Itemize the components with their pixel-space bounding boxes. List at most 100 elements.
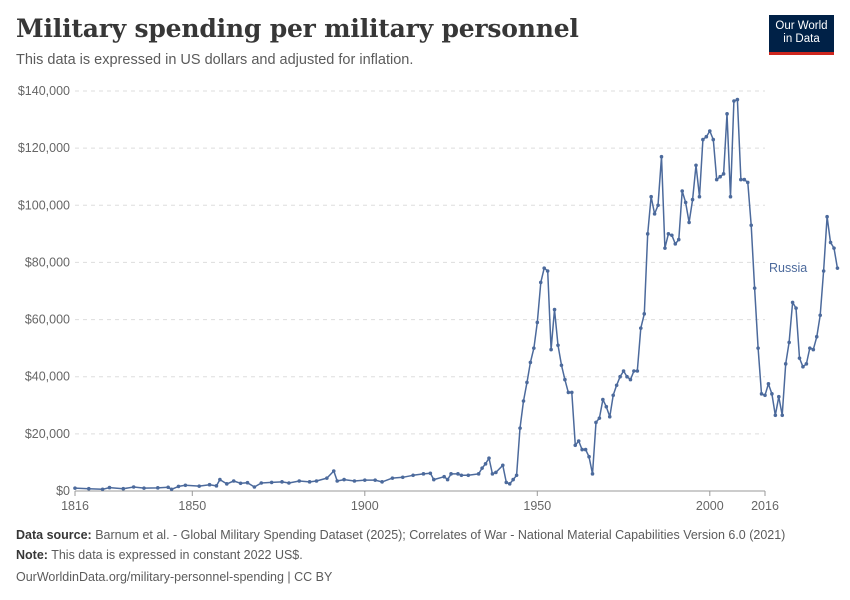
data-point (514, 473, 519, 478)
note-label: Note: (16, 548, 48, 562)
y-tick-label: $100,000 (18, 198, 70, 212)
data-point (773, 413, 778, 418)
data-point (597, 416, 602, 420)
data-point (763, 393, 767, 398)
data-point (728, 194, 733, 199)
data-point (218, 477, 222, 482)
data-point (663, 246, 667, 250)
data-point (390, 476, 395, 480)
y-tick-label: $120,000 (18, 141, 70, 155)
data-point (821, 269, 826, 273)
data-point (580, 447, 584, 452)
data-point (649, 194, 653, 199)
data-point (766, 382, 771, 386)
data-point (628, 377, 633, 382)
data-point (459, 473, 464, 478)
data-point (587, 454, 591, 459)
series-line-russia (74, 98, 839, 491)
data-point (466, 473, 471, 478)
data-point (121, 486, 126, 491)
data-point (183, 483, 188, 488)
series-group (74, 98, 839, 491)
y-tick-label: $80,000 (25, 255, 70, 269)
data-point (739, 177, 743, 182)
data-point (656, 203, 660, 208)
data-point (614, 383, 619, 388)
series-labels: Russia (769, 261, 807, 275)
data-point (687, 220, 691, 225)
data-point (828, 240, 833, 245)
data-point (532, 346, 536, 350)
data-point (559, 363, 564, 368)
data-point (314, 479, 319, 483)
data-point (735, 97, 740, 102)
data-point (131, 485, 136, 489)
data-point (725, 112, 729, 116)
data-point (711, 137, 716, 142)
data-point (780, 413, 785, 418)
data-point (635, 369, 640, 373)
chart-title: Military spending per military personnel (16, 14, 579, 43)
logo-line-1: Our World (775, 20, 828, 32)
data-point (214, 484, 219, 488)
y-tick-label: $40,000 (25, 370, 70, 384)
data-point (511, 477, 515, 482)
data-point (721, 172, 726, 176)
data-point (525, 380, 529, 385)
data-point (342, 477, 346, 482)
data-point (697, 194, 702, 199)
data-point (432, 477, 436, 482)
data-point (708, 129, 712, 133)
data-point (563, 377, 567, 382)
data-point (528, 360, 533, 365)
data-point (166, 485, 170, 490)
data-point (680, 189, 684, 193)
data-point (825, 214, 829, 219)
data-point (797, 356, 802, 360)
data-point (352, 479, 357, 483)
data-point (694, 163, 698, 168)
x-tick-label: 1950 (523, 499, 551, 513)
data-point (732, 99, 736, 103)
data-point (280, 480, 284, 484)
data-point (683, 200, 688, 205)
data-point (501, 463, 505, 468)
data-point (449, 472, 453, 476)
data-point (583, 447, 588, 452)
data-point (245, 480, 250, 485)
data-point (331, 469, 336, 473)
owid-logo[interactable]: Our World in Data (769, 15, 834, 55)
data-point (428, 471, 433, 476)
y-axis-labels: $0 $20,000 $40,000 $60,000 $80,000 $100,000 $1… (18, 84, 70, 498)
data-point (197, 484, 201, 488)
line-chart: $0 $20,000 $40,000 $60,000 $80,000 $100,000 $1… (18, 84, 840, 513)
data-point (632, 369, 636, 373)
data-point (225, 482, 229, 486)
data-point (676, 237, 681, 242)
chart-url[interactable]: OurWorldinData.org/military-personnel-sp… (16, 570, 333, 584)
data-point (476, 472, 481, 476)
data-point (507, 482, 512, 486)
data-point (666, 232, 671, 236)
data-point (335, 479, 340, 483)
data-point (749, 223, 753, 228)
data-point (490, 472, 495, 476)
data-point (759, 392, 764, 396)
data-point (642, 312, 647, 316)
data-point (521, 399, 526, 403)
x-axis: 1816 1850 1900 1950 2000 2016 (61, 491, 779, 513)
data-point (670, 233, 674, 238)
data-point (718, 174, 722, 179)
data-source: Data source: Barnum et al. - Global Mili… (16, 528, 785, 542)
data-point (801, 364, 805, 369)
data-point (804, 362, 809, 366)
data-point (238, 481, 243, 486)
data-point (542, 266, 546, 270)
data-point (269, 480, 274, 485)
chart-note: Note: This data is expressed in constant… (16, 548, 303, 562)
data-point (835, 266, 840, 270)
data-point (207, 482, 212, 487)
data-point (325, 476, 329, 480)
x-tick-label: 1900 (351, 499, 379, 513)
data-point (652, 212, 657, 216)
